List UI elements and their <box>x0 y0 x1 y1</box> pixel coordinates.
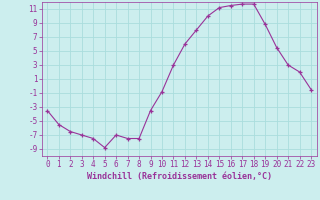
X-axis label: Windchill (Refroidissement éolien,°C): Windchill (Refroidissement éolien,°C) <box>87 172 272 181</box>
